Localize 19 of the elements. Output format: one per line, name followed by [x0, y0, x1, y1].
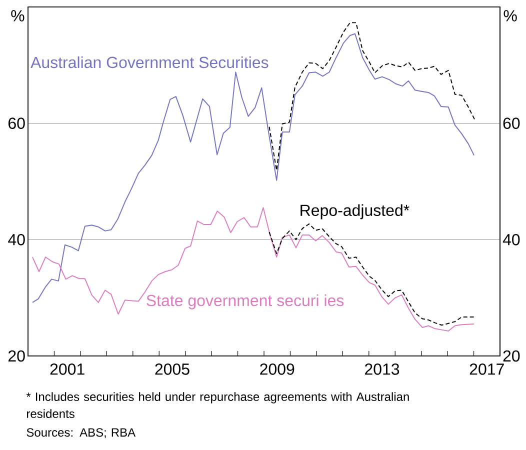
y-tick-label: 20 [8, 350, 25, 362]
x-tick-label: 2017 [470, 364, 504, 375]
series-label: State government securi ies [146, 294, 344, 310]
x-tick-label: 2009 [260, 364, 294, 375]
line-series [268, 22, 476, 171]
y-tick-label: 40 [8, 234, 25, 246]
x-tick-label: 2013 [365, 364, 400, 375]
y2-tick-label: 60 [503, 118, 520, 129]
y2-tick-label: 40 [502, 234, 520, 246]
series-label: Australian Government Securities [30, 56, 268, 68]
x-tick-label: 2001 [50, 364, 84, 375]
y2-axis-title: % [504, 10, 517, 22]
text: * Includes securities held under repurchase agreements with Australian residents [26, 392, 409, 418]
y-axis-title: % [11, 10, 24, 22]
source-note: Sources: ABS; RBA [26, 428, 136, 438]
y-tick-label: 60 [8, 118, 25, 129]
x-tick-label: 2005 [155, 364, 190, 375]
y2-tick-label: 20 [503, 350, 520, 362]
series-label: Repo-adjusted* [300, 204, 410, 220]
